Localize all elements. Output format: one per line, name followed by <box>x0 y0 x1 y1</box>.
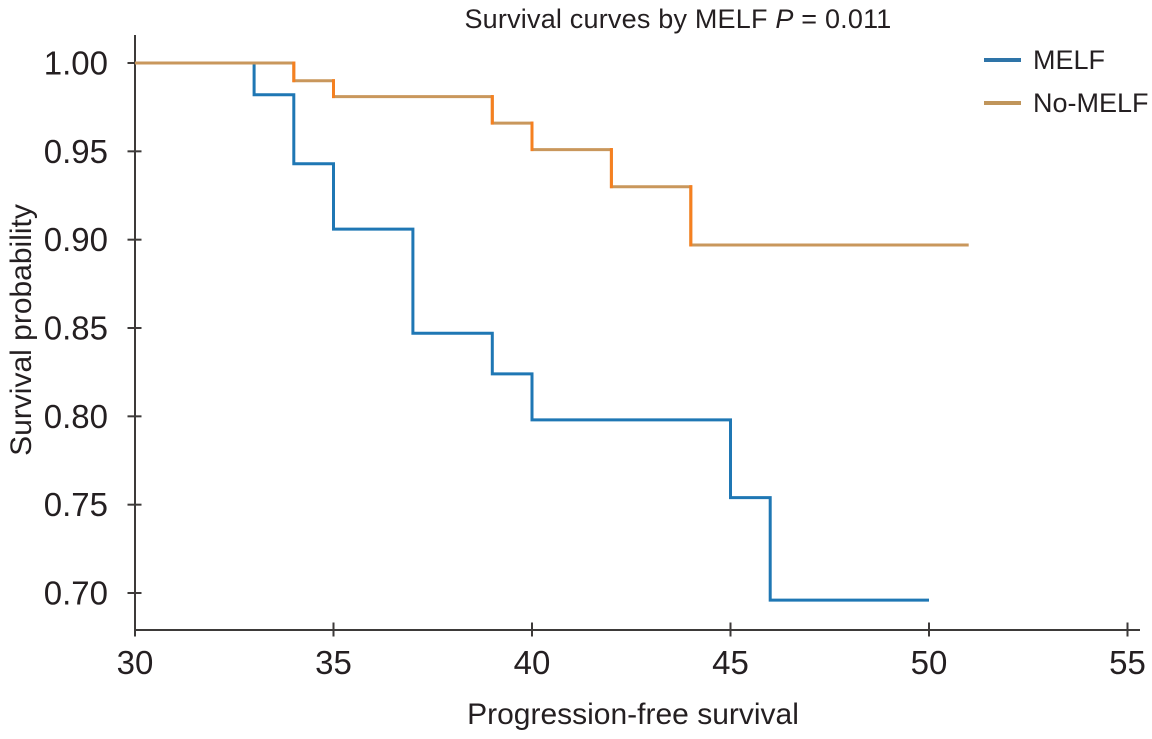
curve-melf <box>135 61 929 602</box>
chart-title-p-value: = 0.011 <box>793 4 892 34</box>
chart-title-p-symbol: P <box>775 4 794 34</box>
x-tick-label: 35 <box>315 644 352 681</box>
x-axis-label: Progression-free survival <box>467 698 799 731</box>
x-tick-label: 55 <box>1109 644 1146 681</box>
legend-label-no-melf: No-MELF <box>1033 88 1149 118</box>
legend-line-melf <box>984 58 1021 62</box>
y-tick-label: 0.75 <box>44 486 108 523</box>
legend-line-no-melf <box>984 101 1021 105</box>
x-tick-label: 30 <box>117 644 154 681</box>
legend-item-no-melf: No-MELF <box>984 88 1149 118</box>
legend-item-melf: MELF <box>984 45 1149 75</box>
y-tick-label: 0.80 <box>44 398 108 435</box>
x-tick-label: 45 <box>712 644 749 681</box>
y-tick-label: 0.90 <box>44 221 108 258</box>
curve-no-melf <box>135 61 969 247</box>
y-tick-label: 0.95 <box>44 133 108 170</box>
legend: MELF No-MELF <box>984 45 1149 131</box>
chart-title: Survival curves by MELF P = 0.011 <box>464 4 891 35</box>
y-tick-label: 0.70 <box>44 575 108 612</box>
x-tick-label: 50 <box>911 644 948 681</box>
y-tick-label: 0.85 <box>44 310 108 347</box>
chart-title-prefix: Survival curves by MELF <box>464 4 776 34</box>
x-tick-label: 40 <box>514 644 551 681</box>
legend-label-melf: MELF <box>1033 45 1106 75</box>
y-tick-label: 1.00 <box>44 45 108 82</box>
